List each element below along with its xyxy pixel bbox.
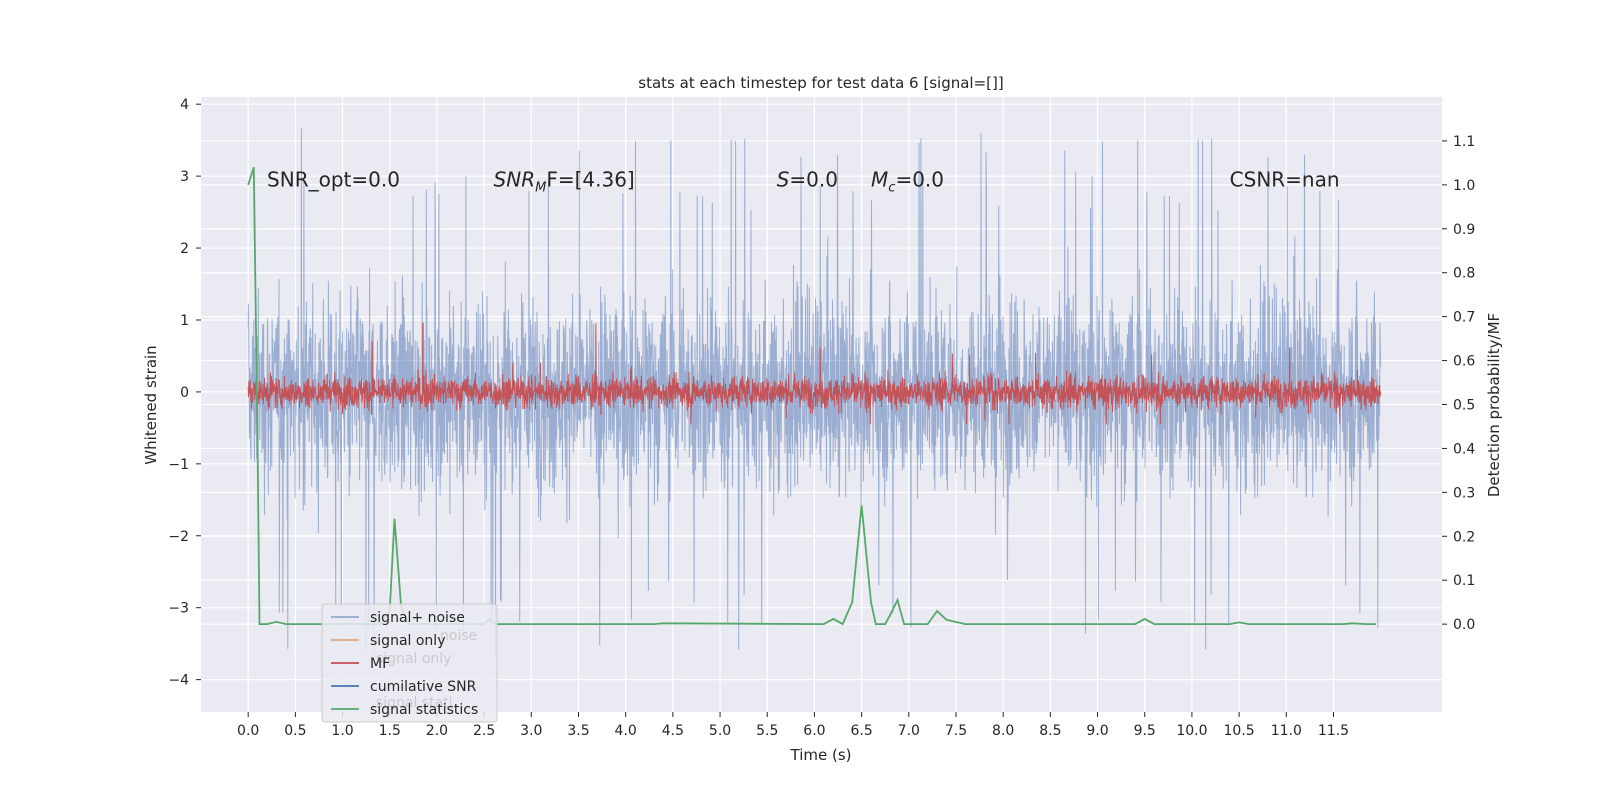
- chart-title: stats at each timestep for test data 6 […: [638, 74, 1003, 92]
- x-tick-label: 9.0: [1086, 723, 1108, 739]
- legend-ghost-label: signal only: [376, 651, 451, 667]
- y-tick-label: −4: [168, 673, 189, 689]
- x-tick-label: 6.0: [803, 723, 825, 739]
- x-tick-label: 7.5: [945, 723, 967, 739]
- annotation-snr-mf: SNRMF=[4.36]: [494, 168, 635, 196]
- y2-tick-label: 0.9: [1453, 222, 1475, 238]
- y2-tick-label: 0.6: [1453, 354, 1475, 370]
- y-tick-label: −3: [168, 601, 189, 617]
- x-tick-label: 10.5: [1224, 723, 1255, 739]
- y-tick-label: −2: [168, 529, 189, 545]
- y-tick-label: 2: [180, 241, 189, 257]
- y2-tick-label: 0.4: [1453, 441, 1475, 457]
- x-tick-label: 7.0: [898, 723, 920, 739]
- y-tick-label: 1: [180, 313, 189, 329]
- x-tick-label: 4.0: [615, 723, 637, 739]
- y-tick-label: −1: [168, 457, 189, 473]
- y2-tick-label: 0.2: [1453, 529, 1475, 545]
- x-axis-label: Time (s): [790, 746, 852, 764]
- x-tick-label: 3.0: [520, 723, 542, 739]
- legend-entry: signal only: [370, 633, 445, 649]
- legend-ghost-label: signal stati: [376, 695, 453, 711]
- legend-entry: signal statistics: [370, 702, 478, 718]
- y-axis-label: Whitened strain: [142, 345, 160, 464]
- x-tick-label: 5.0: [709, 723, 731, 739]
- y2-tick-label: 0.8: [1453, 266, 1475, 282]
- y2-tick-label: 0.7: [1453, 310, 1475, 326]
- x-tick-label: 6.5: [850, 723, 872, 739]
- annotation-mc: Mc=0.0: [871, 168, 944, 196]
- x-tick-label: 11.0: [1271, 723, 1302, 739]
- x-tick-label: 9.5: [1134, 723, 1156, 739]
- x-axis-ticks: 0.0 0.5 1.0 1.5 2.0 2.5 3.0 3.5 4.0 4.5 5.0 5.5 6.0 6…: [237, 712, 1349, 739]
- series-mf-line: [247, 322, 1382, 425]
- x-tick-label: 8.5: [1039, 723, 1061, 739]
- y2-tick-label: 0.1: [1453, 573, 1475, 589]
- x-tick-label: 5.5: [756, 723, 778, 739]
- y2-axis-label: Detection probability/MF: [1485, 313, 1503, 497]
- annotation-s: S=0.0: [777, 168, 838, 192]
- x-tick-label: 8.0: [992, 723, 1014, 739]
- x-tick-label: 10.0: [1176, 723, 1207, 739]
- y2-tick-label: 0.0: [1453, 617, 1475, 633]
- x-tick-label: 1.0: [331, 723, 353, 739]
- x-tick-label: 3.5: [567, 723, 589, 739]
- y2-tick-label: 0.3: [1453, 485, 1475, 501]
- y2-axis-ticks: 0.0 0.1 0.2 0.3 0.4 0.5 0.6 0.7 0.8 0.9 1.0 1.1: [1442, 134, 1475, 633]
- y2-tick-label: 1.1: [1453, 134, 1475, 150]
- y-tick-label: 3: [180, 169, 189, 185]
- y2-tick-label: 1.0: [1453, 178, 1475, 194]
- legend-entry: MF: [370, 656, 390, 672]
- y-tick-label: 0: [180, 385, 189, 401]
- x-tick-label: 2.0: [426, 723, 448, 739]
- y2-tick-label: 0.5: [1453, 398, 1475, 414]
- annotation-csnr: CSNR=nan: [1230, 168, 1340, 192]
- x-tick-label: 4.5: [662, 723, 684, 739]
- x-tick-label: 2.5: [473, 723, 495, 739]
- annotations: SNR_opt=0.0 SNRMF=[4.36] S=0.0 Mc=0.0 CSNR=n…: [267, 168, 1339, 196]
- annotation-snr-opt: SNR_opt=0.0: [267, 168, 400, 192]
- y-tick-label: 4: [180, 97, 189, 113]
- legend-ghost-label: noise: [440, 628, 477, 644]
- legend-entry: cumilative SNR: [370, 679, 477, 695]
- legend-box: [321, 603, 498, 723]
- legend-entry: signal+ noise: [370, 610, 465, 626]
- x-tick-label: 0.5: [284, 723, 306, 739]
- x-tick-label: 11.5: [1318, 723, 1349, 739]
- y-axis-ticks: −4 −3 −2 −1 0 1 2 3 4: [168, 97, 201, 689]
- x-tick-label: 1.5: [379, 723, 401, 739]
- x-tick-label: 0.0: [237, 723, 259, 739]
